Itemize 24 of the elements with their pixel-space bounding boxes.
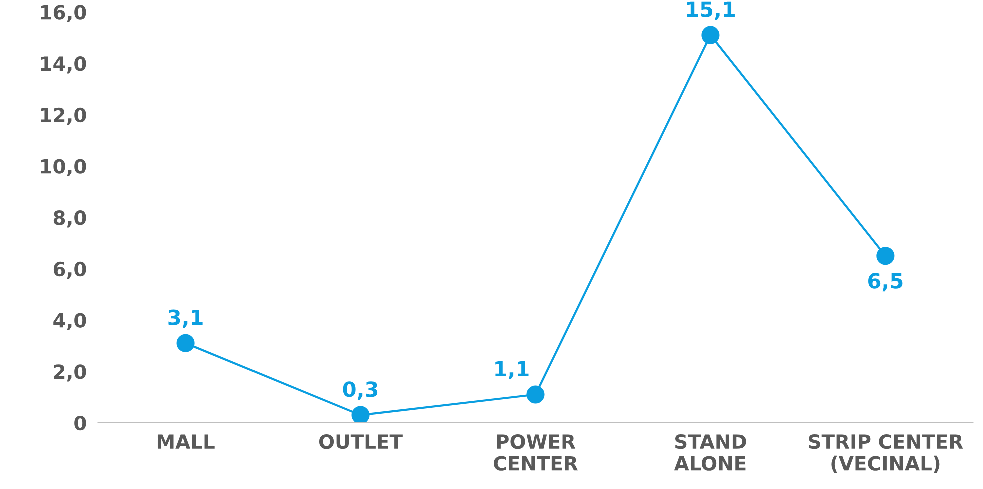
y-tick-label: 8,0 xyxy=(54,210,86,228)
y-tick-label: 16,0 xyxy=(41,5,86,22)
point xyxy=(176,334,195,352)
x-tick-label: STAND ALONE xyxy=(674,434,746,471)
data-label: 6,5 xyxy=(868,273,903,292)
y-tick-label: 12,0 xyxy=(41,108,86,126)
point xyxy=(876,247,895,266)
y-tick-label: 10,0 xyxy=(41,159,86,176)
y-tick-label: 4,0 xyxy=(54,313,86,330)
point xyxy=(702,26,720,44)
y-tick-label: 0 xyxy=(74,416,86,431)
x-tick-label: OUTLET xyxy=(319,434,403,450)
data-label: 0,3 xyxy=(343,382,378,400)
point xyxy=(352,406,370,423)
data-label: 3,1 xyxy=(168,310,203,328)
y-tick-label: 6,0 xyxy=(54,262,86,280)
y-tick-label: 2,0 xyxy=(54,364,86,382)
data-label: 1,1 xyxy=(496,361,529,380)
x-tick-label: POWER CENTER xyxy=(494,434,578,471)
point xyxy=(526,386,545,404)
data-label: 15,1 xyxy=(687,2,735,20)
x-tick-label: STRIP CENTER (VECINAL) xyxy=(809,434,964,474)
x-tick-label: MALL xyxy=(158,434,215,449)
y-tick-label: 14,0 xyxy=(41,56,86,74)
